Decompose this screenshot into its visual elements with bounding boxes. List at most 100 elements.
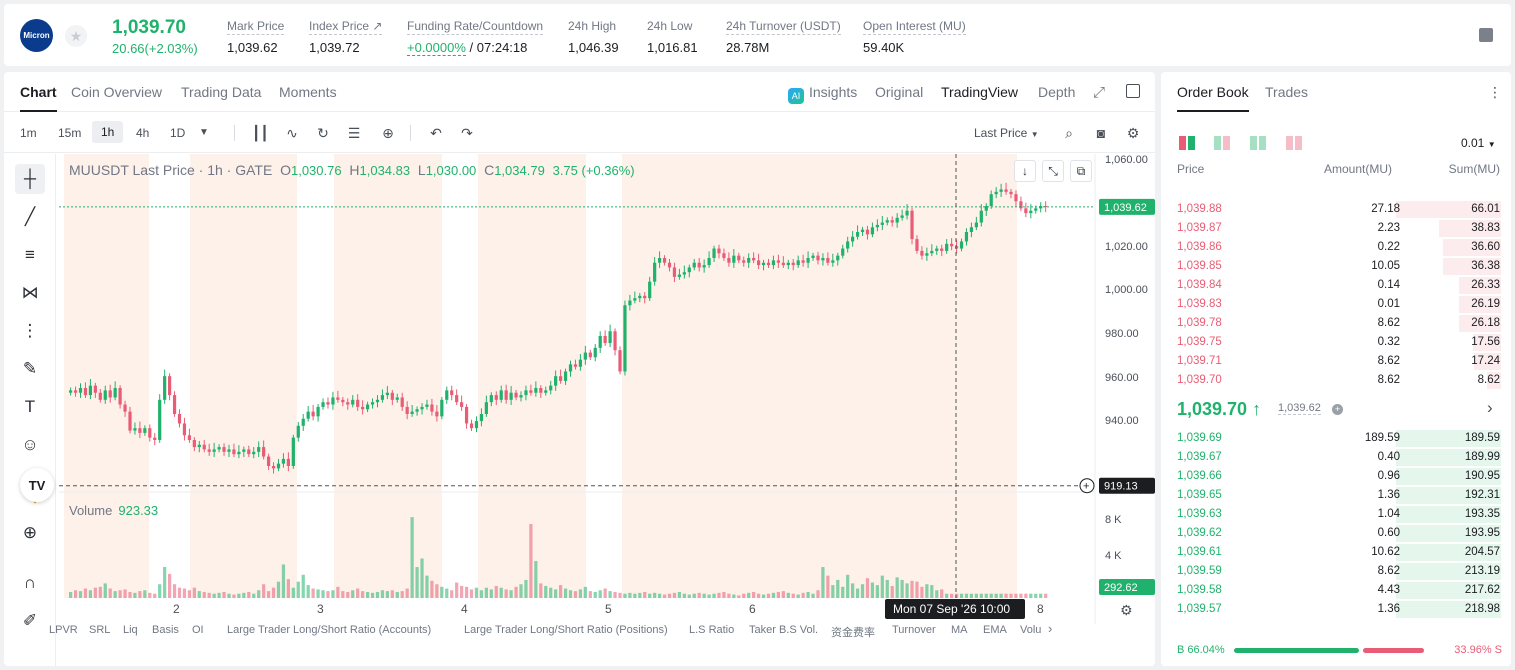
bid-row[interactable]: 1,039.65 1.36 192.31 [1161, 486, 1511, 505]
candlestick-chart[interactable]: 1,060.00 1,020.00 1,000.00 980.00 960.00 940.… [59, 154, 1155, 666]
brush-icon[interactable]: ✎ [22, 359, 38, 378]
search-icon[interactable]: ⌕ [1065, 125, 1073, 141]
indicator-turnover[interactable]: Turnover [892, 624, 936, 636]
interval-1d[interactable]: 1D [170, 126, 186, 140]
indicator-liq[interactable]: Liq [123, 624, 138, 636]
ask-row[interactable]: 1,039.78 8.62 26.18 [1161, 314, 1511, 333]
indicators-icon[interactable]: ∿ [286, 125, 298, 141]
trendline-icon[interactable]: ╱ [24, 207, 36, 226]
emoji-icon[interactable]: ☺ [21, 435, 39, 454]
tab-trading-data[interactable]: Trading Data [181, 84, 262, 100]
magnet-icon[interactable]: ∩ [23, 573, 37, 592]
indicator-ma[interactable]: MA [951, 624, 968, 636]
last-price-select[interactable]: Last Price ▼ [974, 126, 1039, 140]
camera-icon[interactable]: ◙ [1096, 125, 1106, 141]
tab-tradingview[interactable]: TradingView [941, 84, 1019, 100]
bid-row[interactable]: 1,039.62 0.60 193.95 [1161, 524, 1511, 543]
screenshot-icon[interactable]: ⧉ [1070, 160, 1092, 182]
interval-15m[interactable]: 15m [58, 126, 82, 140]
candle-body [257, 447, 261, 452]
bid-row[interactable]: 1,039.63 1.04 193.35 [1161, 505, 1511, 524]
indicator-lpvr[interactable]: LPVR [49, 624, 78, 636]
replay-icon[interactable]: ↻ [317, 125, 329, 141]
interval-1h[interactable]: 1h [92, 121, 124, 143]
book-layout-split-icon[interactable] [1214, 136, 1230, 150]
tab-insights[interactable]: AI Insights [788, 84, 857, 104]
depth-bar [1443, 239, 1501, 256]
bid-row[interactable]: 1,039.67 0.40 189.99 [1161, 448, 1511, 467]
indicator-oi[interactable]: OI [192, 624, 204, 636]
redo-icon[interactable]: ↷ [461, 125, 473, 141]
ask-row[interactable]: 1,039.84 0.14 26.33 [1161, 276, 1511, 295]
ask-row[interactable]: 1,039.87 2.23 38.83 [1161, 219, 1511, 238]
candles-icon[interactable]: ┃┃ [252, 125, 269, 141]
bid-row[interactable]: 1,039.59 8.62 213.19 [1161, 562, 1511, 581]
bid-row[interactable]: 1,039.57 1.36 218.98 [1161, 600, 1511, 619]
ask-row[interactable]: 1,039.83 0.01 26.19 [1161, 295, 1511, 314]
pattern-icon[interactable]: ⋈ [21, 283, 39, 302]
precision-select[interactable]: 0.01 ▼ [1461, 136, 1496, 150]
volume-bar [969, 593, 974, 598]
book-layout-asks-icon[interactable] [1286, 136, 1302, 150]
ask-row[interactable]: 1,039.75 0.32 17.56 [1161, 333, 1511, 352]
more-icon[interactable]: ⋮ [1488, 84, 1502, 100]
ask-row[interactable]: 1,039.88 27.18 66.01 [1161, 200, 1511, 219]
window-icon[interactable] [1126, 84, 1140, 98]
pencil-lock-icon[interactable]: ✐ [22, 611, 38, 630]
indicator-lt-positions[interactable]: Large Trader Long/Short Ratio (Positions… [464, 624, 668, 636]
expand-icon[interactable]: ⤢ [1093, 84, 1106, 101]
depth-bar [1396, 544, 1501, 561]
candle-body [93, 385, 97, 393]
crosshair-icon[interactable]: ┼ [15, 164, 45, 194]
tab-moments[interactable]: Moments [279, 84, 337, 100]
indicator-ema[interactable]: EMA [983, 624, 1007, 636]
tab-order-book[interactable]: Order Book [1177, 84, 1249, 112]
horizontal-lines-icon[interactable]: ≡ [25, 245, 35, 264]
notebook-icon[interactable] [1479, 28, 1493, 42]
bid-row[interactable]: 1,039.66 0.96 190.95 [1161, 467, 1511, 486]
gear-icon[interactable]: ⚙ [1126, 125, 1140, 141]
ask-row[interactable]: 1,039.85 10.05 36.38 [1161, 257, 1511, 276]
arrow-down-icon[interactable]: ↓ [1014, 160, 1036, 182]
indicator-taker-vol[interactable]: Taker B.S Vol. [749, 624, 819, 636]
undo-icon[interactable]: ↶ [430, 125, 442, 141]
ask-row[interactable]: 1,039.86 0.22 36.60 [1161, 238, 1511, 257]
zoom-in-icon[interactable]: ⊕ [22, 523, 38, 542]
ask-row[interactable]: 1,039.70 8.62 8.62 [1161, 371, 1511, 390]
interval-1m[interactable]: 1m [20, 126, 37, 140]
favorite-star-icon[interactable]: ★ [65, 25, 87, 47]
add-plus-icon[interactable]: ⊕ [382, 125, 394, 141]
tab-depth[interactable]: Depth [1038, 84, 1076, 100]
book-layout-bids-icon[interactable] [1250, 136, 1266, 150]
text-icon[interactable]: T [24, 397, 36, 416]
tab-original[interactable]: Original [875, 84, 924, 100]
interval-4h[interactable]: 4h [136, 126, 150, 140]
chevron-right-icon[interactable]: › [1487, 398, 1493, 417]
bid-row[interactable]: 1,039.61 10.62 204.57 [1161, 543, 1511, 562]
ask-row[interactable]: 1,039.71 8.62 17.24 [1161, 352, 1511, 371]
book-layout-both-icon[interactable] [1179, 136, 1195, 150]
fullscreen-icon[interactable]: ⤡ [1042, 160, 1064, 182]
volume-bar [266, 591, 271, 598]
tradingview-logo[interactable]: TV [20, 468, 54, 502]
tab-chart[interactable]: Chart [20, 84, 57, 112]
chevron-down-icon[interactable]: ▼ [199, 127, 209, 138]
chevron-right-icon[interactable]: › [1048, 621, 1053, 636]
stat-index-price[interactable]: Index Price ↗ 1,039.72 [309, 19, 383, 55]
candle-body [613, 331, 617, 351]
indicator-volume[interactable]: Volu [1020, 624, 1042, 636]
template-icon[interactable]: ☰ [347, 125, 361, 141]
indicator-lt-accounts[interactable]: Large Trader Long/Short Ratio (Accounts) [227, 624, 432, 636]
session-band [334, 154, 442, 598]
indicator-basis[interactable]: Basis [152, 624, 179, 636]
volume-bar [311, 588, 315, 598]
tab-coin-overview[interactable]: Coin Overview [71, 84, 163, 100]
fib-icon[interactable]: ⋮ [21, 321, 39, 340]
indicator-ls-ratio[interactable]: L.S Ratio [689, 624, 735, 636]
bid-row[interactable]: 1,039.58 4.43 217.62 [1161, 581, 1511, 600]
indicator-funding[interactable]: 资金费率 [831, 627, 875, 639]
price-chart[interactable]: 1,060.00 1,020.00 1,000.00 980.00 960.00 940.… [59, 154, 1155, 666]
bid-row[interactable]: 1,039.69 189.59 189.59 [1161, 429, 1511, 448]
tab-trades[interactable]: Trades [1265, 84, 1309, 100]
indicator-srl[interactable]: SRL [89, 624, 111, 636]
